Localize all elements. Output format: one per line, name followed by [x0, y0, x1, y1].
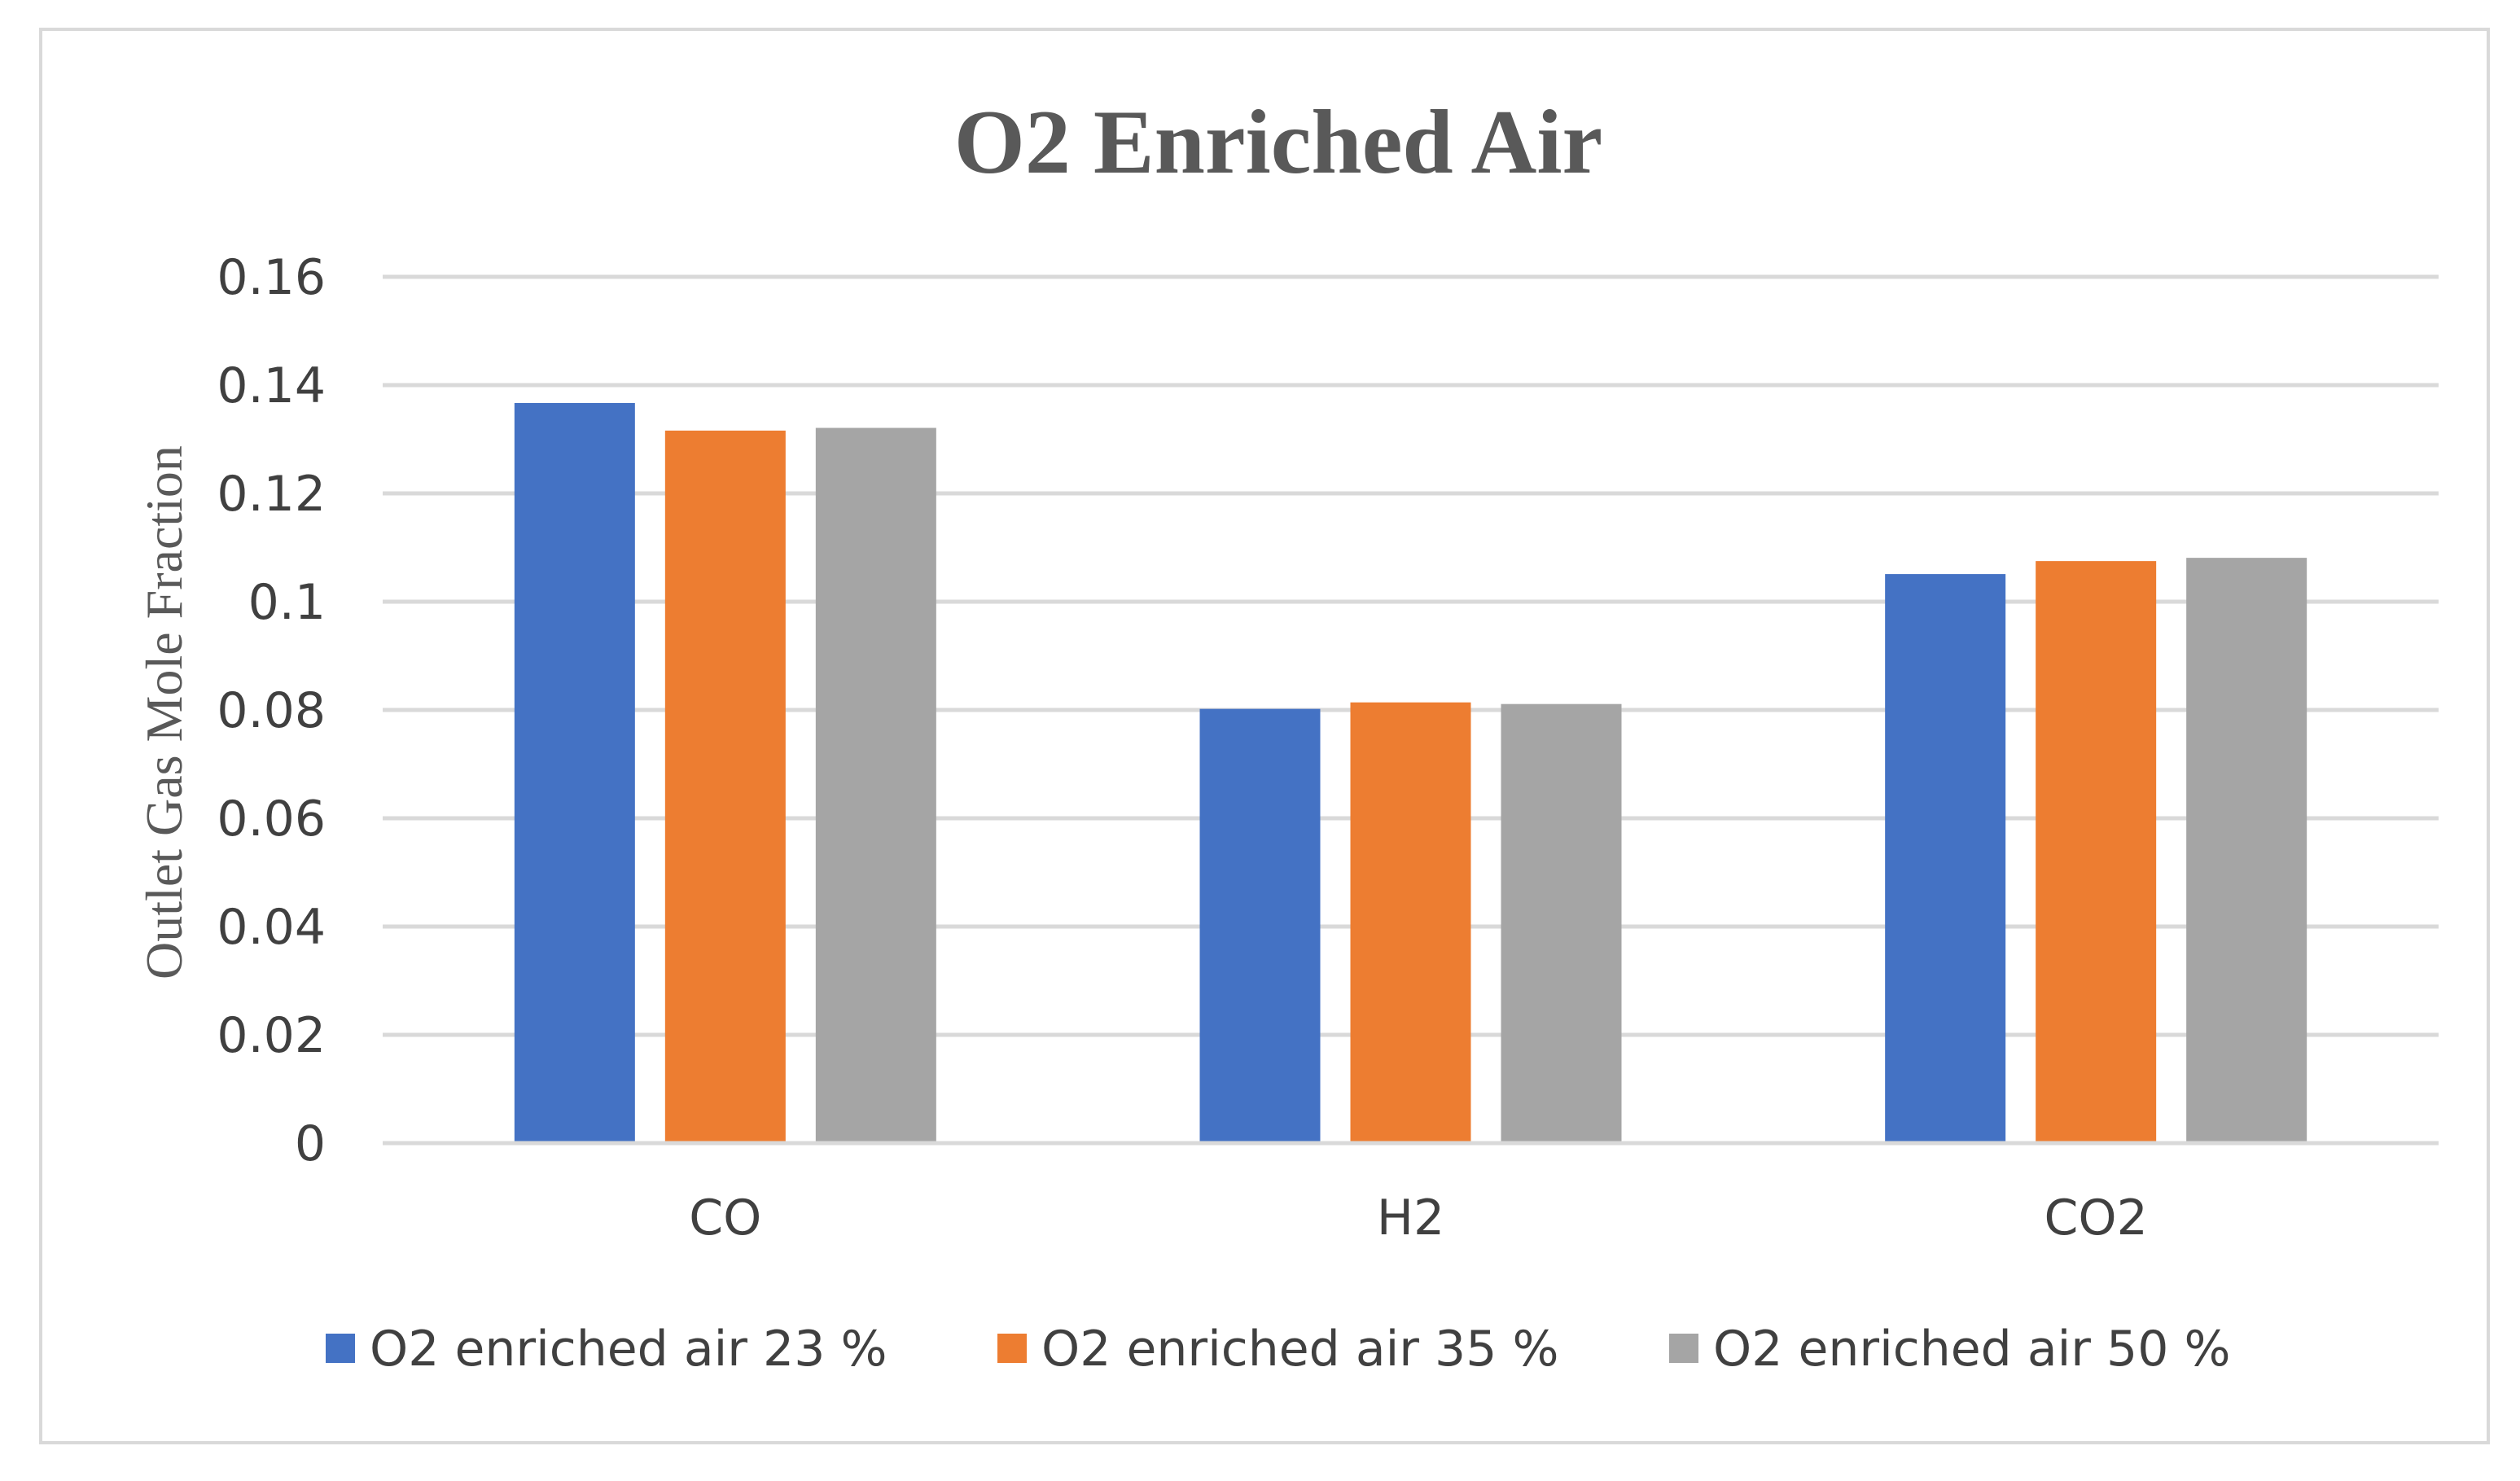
legend-label: O2 enriched air 35 % [1041, 1321, 1558, 1378]
x-category-label: CO [689, 1190, 761, 1247]
legend-swatch [997, 1334, 1027, 1363]
y-axis-ticks: 0 0.02 0.04 0.06 0.08 0.1 0.12 0.14 0.16 [217, 249, 326, 1172]
bar-co-series-1 [514, 402, 635, 1143]
bar-co2-series-3 [2186, 558, 2307, 1143]
x-category-label: CO2 [2044, 1190, 2148, 1247]
y-tick-label: 0.12 [217, 466, 326, 523]
bar-co2-series-1 [1885, 574, 2006, 1143]
x-axis-labels: CO H2 CO2 [689, 1190, 2148, 1247]
bar-co-series-2 [664, 430, 786, 1143]
legend-label: O2 enriched air 50 % [1713, 1321, 2230, 1378]
bar-co-series-3 [815, 427, 936, 1143]
legend: O2 enriched air 23 % O2 enriched air 35 %… [326, 1321, 2230, 1378]
bars [383, 402, 2439, 1146]
x-category-label: H2 [1377, 1190, 1444, 1247]
y-axis-label: Outlet Gas Mole Fraction [135, 445, 193, 979]
y-tick-label: 0.1 [248, 574, 326, 631]
legend-label: O2 enriched air 23 % [370, 1321, 887, 1378]
y-tick-label: 0.02 [217, 1007, 326, 1064]
y-tick-label: 0.14 [217, 357, 326, 414]
bar-h2-series-3 [1501, 703, 1622, 1143]
legend-swatch [1669, 1334, 1698, 1363]
bar-h2-series-1 [1199, 708, 1321, 1143]
bar-h2-series-2 [1350, 702, 1471, 1143]
y-tick-label: 0.16 [217, 249, 326, 306]
y-tick-label: 0 [295, 1115, 326, 1172]
chart-title: O2 Enriched Air [954, 92, 1602, 193]
legend-swatch [326, 1334, 355, 1363]
y-tick-label: 0.08 [217, 682, 326, 739]
bar-co2-series-2 [2036, 561, 2157, 1143]
y-tick-label: 0.06 [217, 791, 326, 848]
y-tick-label: 0.04 [217, 899, 326, 956]
